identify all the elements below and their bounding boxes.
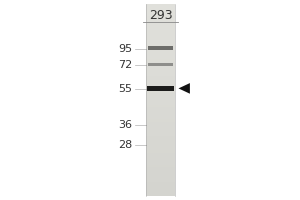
Bar bbox=[146, 189, 175, 191]
Bar bbox=[146, 194, 175, 196]
Bar bbox=[146, 69, 175, 71]
Bar bbox=[146, 83, 175, 86]
Bar bbox=[146, 155, 175, 158]
Bar bbox=[146, 50, 175, 52]
Bar bbox=[146, 6, 175, 9]
Bar bbox=[146, 23, 175, 26]
Bar bbox=[146, 71, 175, 74]
Bar bbox=[146, 38, 175, 40]
Text: 55: 55 bbox=[118, 84, 132, 94]
Bar bbox=[146, 98, 175, 100]
Bar bbox=[146, 86, 175, 88]
Bar bbox=[146, 174, 175, 177]
Text: 36: 36 bbox=[118, 120, 132, 130]
Bar bbox=[146, 150, 175, 153]
Polygon shape bbox=[178, 83, 190, 94]
Bar bbox=[146, 11, 175, 14]
Bar bbox=[146, 62, 175, 64]
Bar bbox=[146, 57, 175, 59]
Bar bbox=[146, 95, 175, 98]
Bar bbox=[148, 46, 173, 50]
Bar bbox=[146, 35, 175, 38]
Bar bbox=[146, 124, 175, 126]
Bar bbox=[146, 30, 175, 33]
Bar bbox=[146, 100, 175, 102]
Bar bbox=[146, 18, 175, 21]
Bar bbox=[146, 28, 175, 30]
Bar bbox=[146, 21, 175, 23]
Bar bbox=[146, 143, 175, 146]
Bar bbox=[146, 141, 175, 143]
Bar bbox=[146, 160, 175, 162]
Bar bbox=[146, 9, 175, 11]
Bar bbox=[146, 119, 175, 122]
Bar bbox=[146, 177, 175, 179]
Bar bbox=[148, 63, 173, 66]
Bar bbox=[146, 88, 175, 90]
Text: 28: 28 bbox=[118, 140, 132, 150]
Bar bbox=[146, 131, 175, 134]
Bar bbox=[146, 33, 175, 35]
Bar bbox=[146, 4, 175, 6]
Bar bbox=[146, 126, 175, 129]
Bar bbox=[146, 129, 175, 131]
Bar bbox=[146, 184, 175, 186]
Text: 293: 293 bbox=[149, 9, 172, 22]
Text: 95: 95 bbox=[118, 44, 132, 54]
Bar bbox=[146, 186, 175, 189]
Bar bbox=[146, 158, 175, 160]
Bar bbox=[146, 114, 175, 117]
Bar bbox=[146, 42, 175, 45]
Bar bbox=[146, 47, 175, 50]
Bar bbox=[146, 172, 175, 174]
Bar bbox=[146, 138, 175, 141]
Bar bbox=[146, 134, 175, 136]
Bar bbox=[146, 122, 175, 124]
Bar bbox=[146, 64, 175, 66]
Bar bbox=[146, 179, 175, 182]
Bar bbox=[146, 26, 175, 28]
Bar bbox=[146, 148, 175, 150]
Bar bbox=[146, 167, 175, 170]
Bar bbox=[146, 59, 175, 62]
Bar bbox=[146, 78, 175, 81]
Bar bbox=[146, 146, 175, 148]
Bar bbox=[146, 16, 175, 18]
Bar bbox=[146, 90, 175, 93]
Bar bbox=[146, 107, 175, 110]
Bar bbox=[146, 110, 175, 112]
Bar bbox=[146, 117, 175, 119]
Text: 72: 72 bbox=[118, 60, 132, 70]
Bar bbox=[146, 40, 175, 42]
Bar bbox=[146, 165, 175, 167]
Bar bbox=[146, 153, 175, 155]
Bar bbox=[146, 76, 175, 78]
Bar bbox=[146, 54, 175, 57]
Bar bbox=[146, 191, 175, 194]
Bar bbox=[146, 112, 175, 114]
Bar bbox=[146, 14, 175, 16]
Bar bbox=[146, 45, 175, 47]
Bar bbox=[146, 52, 175, 54]
Bar bbox=[146, 93, 175, 95]
Bar bbox=[146, 170, 175, 172]
Bar bbox=[146, 136, 175, 138]
Bar bbox=[146, 102, 175, 105]
Bar bbox=[146, 74, 175, 76]
Bar bbox=[147, 86, 174, 91]
Bar bbox=[146, 81, 175, 83]
Bar bbox=[146, 105, 175, 107]
Bar bbox=[146, 182, 175, 184]
Bar bbox=[146, 162, 175, 165]
Bar bbox=[146, 66, 175, 69]
